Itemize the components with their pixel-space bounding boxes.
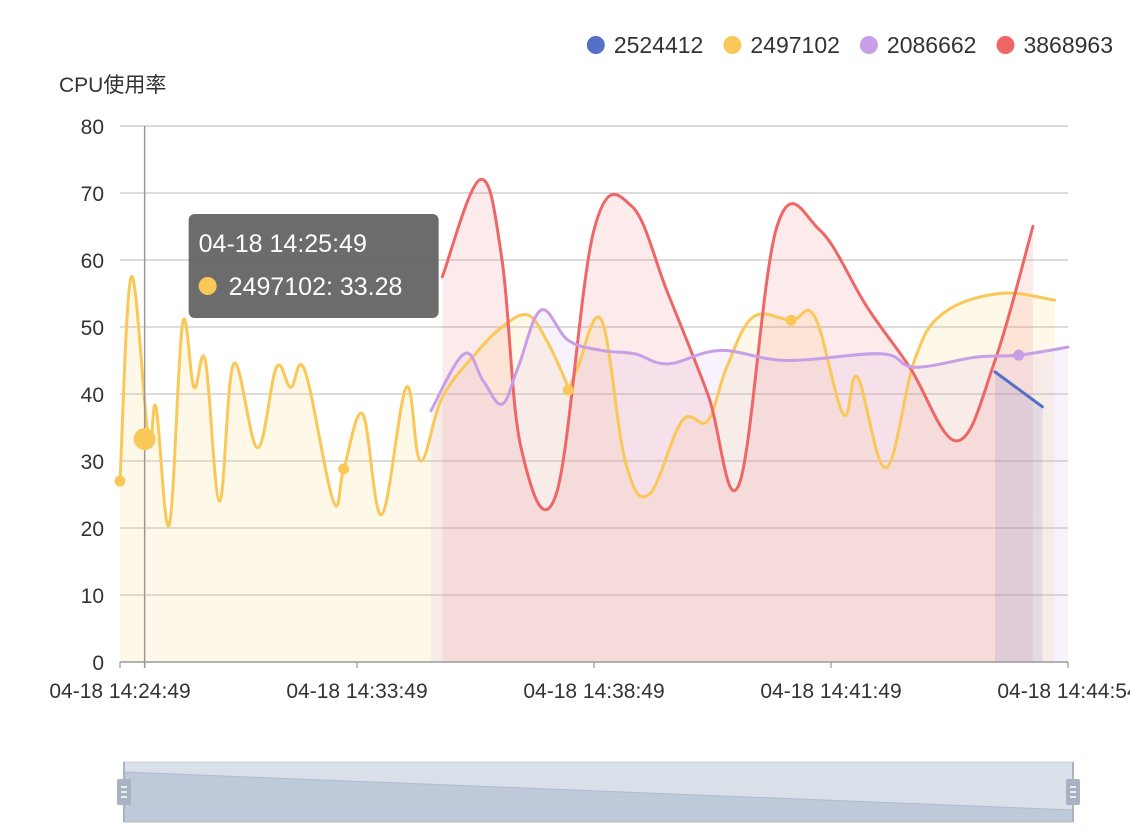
tooltip-series-dot [198, 277, 217, 295]
y-tick-label: 10 [81, 585, 104, 608]
series-line-2524412 [993, 370, 1044, 409]
y-tick-label: 0 [92, 652, 104, 675]
x-tick-label: 04-18 14:24:49 [49, 680, 190, 703]
y-tick-label: 80 [81, 116, 104, 139]
hover-point [133, 428, 156, 451]
y-axis-label: CPU使用率 [59, 74, 166, 97]
legend-label-3868963[interactable]: 3868963 [1023, 32, 1113, 58]
datazoom-selection [124, 762, 1073, 822]
legend-dot-3868963[interactable] [996, 36, 1015, 54]
legend-dot-2086662[interactable] [859, 36, 878, 54]
x-tick-label: 04-18 14:44:54 [997, 680, 1130, 703]
series-lines [118, 178, 1070, 528]
datazoom-handle-right[interactable] [1066, 762, 1080, 822]
datazoom-handle-left[interactable] [117, 762, 131, 822]
data-point-2497102 [338, 463, 350, 475]
x-tick-label: 04-18 14:33:49 [286, 680, 427, 703]
legend-dot-2524412[interactable] [586, 36, 605, 54]
x-tick-label: 04-18 14:41:49 [760, 680, 901, 703]
legend-label-2497102[interactable]: 2497102 [750, 32, 840, 58]
series-line-2497102 [118, 275, 1057, 528]
area-fills [120, 179, 1069, 662]
y-tick-label: 60 [81, 250, 104, 273]
area-2086662 [430, 309, 1069, 662]
tooltip-time: 04-18 14:25:49 [199, 230, 367, 258]
data-point-2497102 [562, 384, 574, 396]
area-3868963 [442, 179, 1033, 662]
tooltip-box [188, 214, 439, 318]
tooltip-value: 2497102: 33.28 [229, 273, 403, 301]
data-zoom[interactable] [117, 761, 1080, 823]
data-point-2086662 [1013, 349, 1025, 361]
x-tick-label: 04-18 14:38:49 [523, 680, 664, 703]
y-tick-label: 50 [81, 317, 104, 340]
legend[interactable]: 3868963 2086662 2497102 2524412 [586, 32, 1113, 58]
axes: 0 10 20 30 40 50 60 70 80 04-18 14:24:49 04-18 14:… [49, 116, 1130, 703]
data-point-2497102 [114, 475, 126, 487]
legend-dot-2497102[interactable] [723, 36, 742, 54]
point-markers [114, 126, 1025, 668]
y-tick-label: 30 [81, 451, 104, 474]
series-line-3868963 [440, 178, 1035, 512]
tooltip: 04-18 14:25:49 2497102: 33.28 [188, 214, 439, 318]
data-point-2497102 [785, 314, 797, 326]
y-tick-label: 40 [81, 384, 104, 407]
series-line-2086662 [429, 308, 1070, 413]
legend-label-2086662[interactable]: 2086662 [887, 32, 977, 58]
area-2497102 [120, 276, 1055, 662]
legend-label-2524412[interactable]: 2524412 [614, 32, 704, 58]
y-tick-label: 20 [81, 518, 104, 541]
y-tick-label: 70 [81, 183, 104, 206]
area-2524412 [995, 371, 1043, 662]
